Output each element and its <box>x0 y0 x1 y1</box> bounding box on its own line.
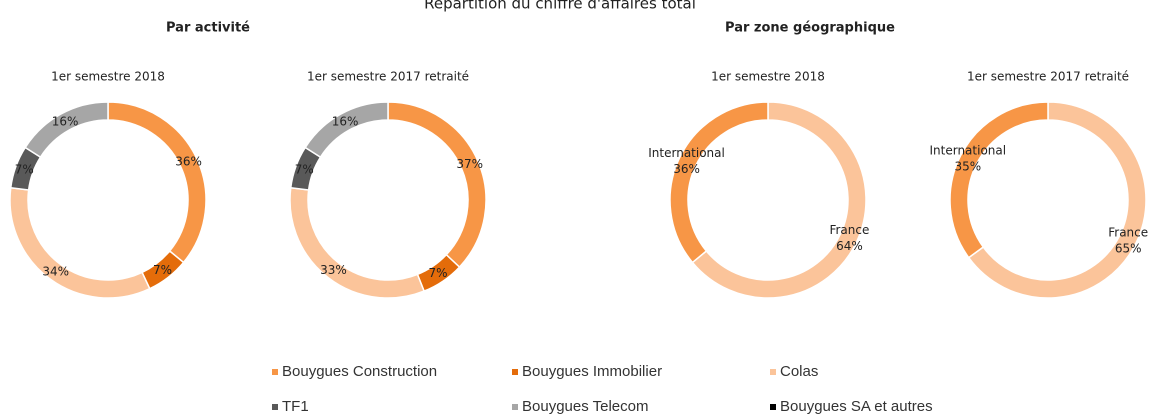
slice-category: International <box>648 146 725 160</box>
pie-slice <box>387 101 487 269</box>
slice-label: 64% <box>836 239 863 253</box>
slice-label: 7% <box>153 263 172 277</box>
slice-label: 7% <box>295 162 314 176</box>
slice-label: 7% <box>15 162 34 176</box>
legend-label: Bouygues Construction <box>282 363 437 380</box>
pie-slice <box>107 101 207 264</box>
legend-label: Colas <box>780 363 818 380</box>
slice-label: 7% <box>429 266 448 280</box>
pie-slice <box>24 101 109 159</box>
pie-title: 1er semestre 2017 retraité <box>967 70 1129 84</box>
pie-slice <box>949 101 1049 259</box>
legend-label: Bouygues Telecom <box>522 398 648 415</box>
legend-swatch <box>770 369 776 375</box>
pie-slice <box>9 186 151 299</box>
slice-label: 34% <box>42 265 69 279</box>
slice-category: France <box>1108 225 1148 239</box>
slice-label: 36% <box>175 155 202 169</box>
legend-label: Bouygues SA et autres <box>780 398 933 415</box>
slice-label: 35% <box>954 160 981 174</box>
legend-swatch <box>512 404 518 410</box>
slice-category: International <box>930 144 1007 158</box>
slice-label: 36% <box>673 162 700 176</box>
legend-swatch <box>272 369 278 375</box>
pie-title: 1er semestre 2017 retraité <box>307 70 469 84</box>
chart-title: Répartition du chiffre d'affaires total <box>424 0 696 13</box>
slice-category: France <box>829 223 869 237</box>
slice-label: 65% <box>1115 241 1142 255</box>
slice-label: 37% <box>456 157 483 171</box>
pie-slice <box>669 101 769 264</box>
slice-label: 16% <box>332 115 359 129</box>
pie-slice <box>304 101 389 159</box>
legend-swatch <box>512 369 518 375</box>
group-title: Par zone géographique <box>725 21 895 36</box>
legend-label: Bouygues Immobilier <box>522 363 662 380</box>
group-title: Par activité <box>166 21 250 36</box>
pie-title: 1er semestre 2018 <box>711 70 825 84</box>
pie-slice <box>289 186 426 299</box>
legend-label: TF1 <box>282 398 309 415</box>
legend-swatch <box>272 404 278 410</box>
pie-title: 1er semestre 2018 <box>51 70 165 84</box>
slice-label: 33% <box>320 263 347 277</box>
slice-label: 16% <box>52 115 79 129</box>
pie-slice <box>967 101 1147 299</box>
legend-swatch <box>770 404 776 410</box>
